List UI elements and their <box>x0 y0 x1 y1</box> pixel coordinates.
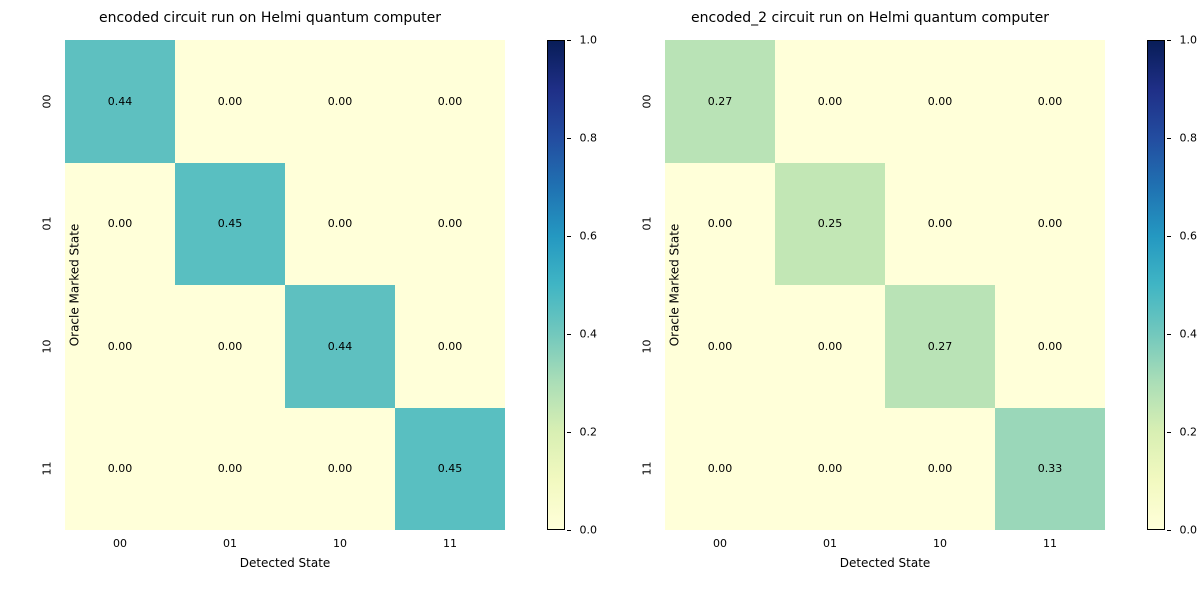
heatmap-cell: 0.44 <box>65 40 175 163</box>
colorbar-ticks <box>1167 40 1171 530</box>
colorbar-labels: 0.00.20.40.60.81.0 <box>1173 40 1197 530</box>
heatmap-cell: 0.00 <box>175 408 285 531</box>
heatmap-cell: 0.00 <box>995 40 1105 163</box>
heatmap-cell: 0.00 <box>285 40 395 163</box>
heatmap-cell: 0.00 <box>995 163 1105 286</box>
heatmap-cell: 0.33 <box>995 408 1105 531</box>
colorbar-tickline <box>1167 432 1171 433</box>
heatmap-cell: 0.00 <box>175 40 285 163</box>
y-ticks: 00 01 10 11 <box>37 40 57 530</box>
heatmap-cell: 0.00 <box>65 408 175 531</box>
colorbar-tick-label: 0.2 <box>1180 426 1198 439</box>
y-tick: 11 <box>41 459 54 479</box>
y-tick: 00 <box>641 91 654 111</box>
heatmap-cell: 0.00 <box>65 285 175 408</box>
heatmap-cell: 0.00 <box>395 163 505 286</box>
y-axis-label: Oracle Marked State <box>667 224 681 347</box>
colorbar-tickline <box>1167 138 1171 139</box>
y-tick: 10 <box>641 336 654 356</box>
colorbar-gradient <box>1147 40 1165 530</box>
heatmap-cell: 0.00 <box>395 285 505 408</box>
heatmap-cell: 0.44 <box>285 285 395 408</box>
x-axis-label: Detected State <box>665 556 1105 570</box>
colorbar-left: 0.00.20.40.60.81.0 <box>547 40 565 530</box>
y-tick: 11 <box>641 459 654 479</box>
x-tick: 00 <box>65 537 175 550</box>
subplot-right: encoded_2 circuit run on Helmi quantum c… <box>600 10 1200 590</box>
colorbar-labels: 0.00.20.40.60.81.0 <box>573 40 597 530</box>
colorbar-tick-label: 0.6 <box>1180 230 1198 243</box>
colorbar-tick-label: 0.8 <box>1180 132 1198 145</box>
subplot-left: encoded circuit run on Helmi quantum com… <box>0 10 600 590</box>
y-tick: 01 <box>41 214 54 234</box>
x-tick: 11 <box>395 537 505 550</box>
figure: encoded circuit run on Helmi quantum com… <box>0 0 1200 600</box>
x-tick: 00 <box>665 537 775 550</box>
heatmap-cell: 0.25 <box>775 163 885 286</box>
heatmap-cell: 0.45 <box>395 408 505 531</box>
y-tick: 10 <box>41 336 54 356</box>
x-tick: 10 <box>885 537 995 550</box>
heatmap-cell: 0.00 <box>775 408 885 531</box>
x-tick: 11 <box>995 537 1105 550</box>
y-axis-label: Oracle Marked State <box>67 224 81 347</box>
heatmap-cell: 0.00 <box>285 163 395 286</box>
x-ticks: 00 01 10 11 <box>65 537 505 550</box>
colorbar-tickline <box>1167 530 1171 531</box>
colorbar-tickline <box>567 334 571 335</box>
colorbar-tick-label: 0.6 <box>580 230 598 243</box>
y-ticks: 00 01 10 11 <box>637 40 657 530</box>
y-tick: 00 <box>41 91 54 111</box>
x-axis-label: Detected State <box>65 556 505 570</box>
colorbar-ticks <box>567 40 571 530</box>
colorbar-tick-label: 0.4 <box>580 328 598 341</box>
x-ticks: 00 01 10 11 <box>665 537 1105 550</box>
y-tick: 01 <box>641 214 654 234</box>
heatmap-cell: 0.00 <box>665 285 775 408</box>
colorbar-tick-label: 0.2 <box>580 426 598 439</box>
heatmap-grid-left: 0.440.000.000.000.000.450.000.000.000.00… <box>65 40 505 530</box>
heatmap-cell: 0.00 <box>665 163 775 286</box>
colorbar-tickline <box>567 530 571 531</box>
colorbar-tick-label: 0.4 <box>1180 328 1198 341</box>
colorbar-tickline <box>1167 236 1171 237</box>
colorbar-tick-label: 0.0 <box>580 524 598 537</box>
colorbar-tick-label: 1.0 <box>1180 34 1198 47</box>
heatmap-area-right: Oracle Marked State 00 01 10 11 0.270.00… <box>665 40 1105 530</box>
colorbar-right: 0.00.20.40.60.81.0 <box>1147 40 1165 530</box>
colorbar-tickline <box>1167 40 1171 41</box>
colorbar-gradient <box>547 40 565 530</box>
colorbar-tick-label: 0.0 <box>1180 524 1198 537</box>
colorbar-tick-label: 0.8 <box>580 132 598 145</box>
heatmap-cell: 0.00 <box>885 40 995 163</box>
subplot-title: encoded_2 circuit run on Helmi quantum c… <box>600 10 1140 26</box>
colorbar-tick-label: 1.0 <box>580 34 598 47</box>
colorbar-tickline <box>567 138 571 139</box>
colorbar-tickline <box>567 236 571 237</box>
x-tick: 01 <box>175 537 285 550</box>
heatmap-cell: 0.00 <box>665 408 775 531</box>
heatmap-cell: 0.00 <box>175 285 285 408</box>
x-tick: 10 <box>285 537 395 550</box>
x-tick: 01 <box>775 537 885 550</box>
heatmap-cell: 0.00 <box>65 163 175 286</box>
colorbar-tickline <box>1167 334 1171 335</box>
colorbar-tickline <box>567 40 571 41</box>
heatmap-cell: 0.27 <box>665 40 775 163</box>
heatmap-cell: 0.00 <box>775 285 885 408</box>
heatmap-cell: 0.00 <box>775 40 885 163</box>
heatmap-area-left: Oracle Marked State 00 01 10 11 0.440.00… <box>65 40 505 530</box>
heatmap-cell: 0.00 <box>885 408 995 531</box>
heatmap-cell: 0.00 <box>995 285 1105 408</box>
heatmap-cell: 0.27 <box>885 285 995 408</box>
heatmap-cell: 0.00 <box>395 40 505 163</box>
heatmap-cell: 0.00 <box>285 408 395 531</box>
heatmap-grid-right: 0.270.000.000.000.000.250.000.000.000.00… <box>665 40 1105 530</box>
subplot-title: encoded circuit run on Helmi quantum com… <box>0 10 540 26</box>
heatmap-cell: 0.00 <box>885 163 995 286</box>
heatmap-cell: 0.45 <box>175 163 285 286</box>
colorbar-tickline <box>567 432 571 433</box>
